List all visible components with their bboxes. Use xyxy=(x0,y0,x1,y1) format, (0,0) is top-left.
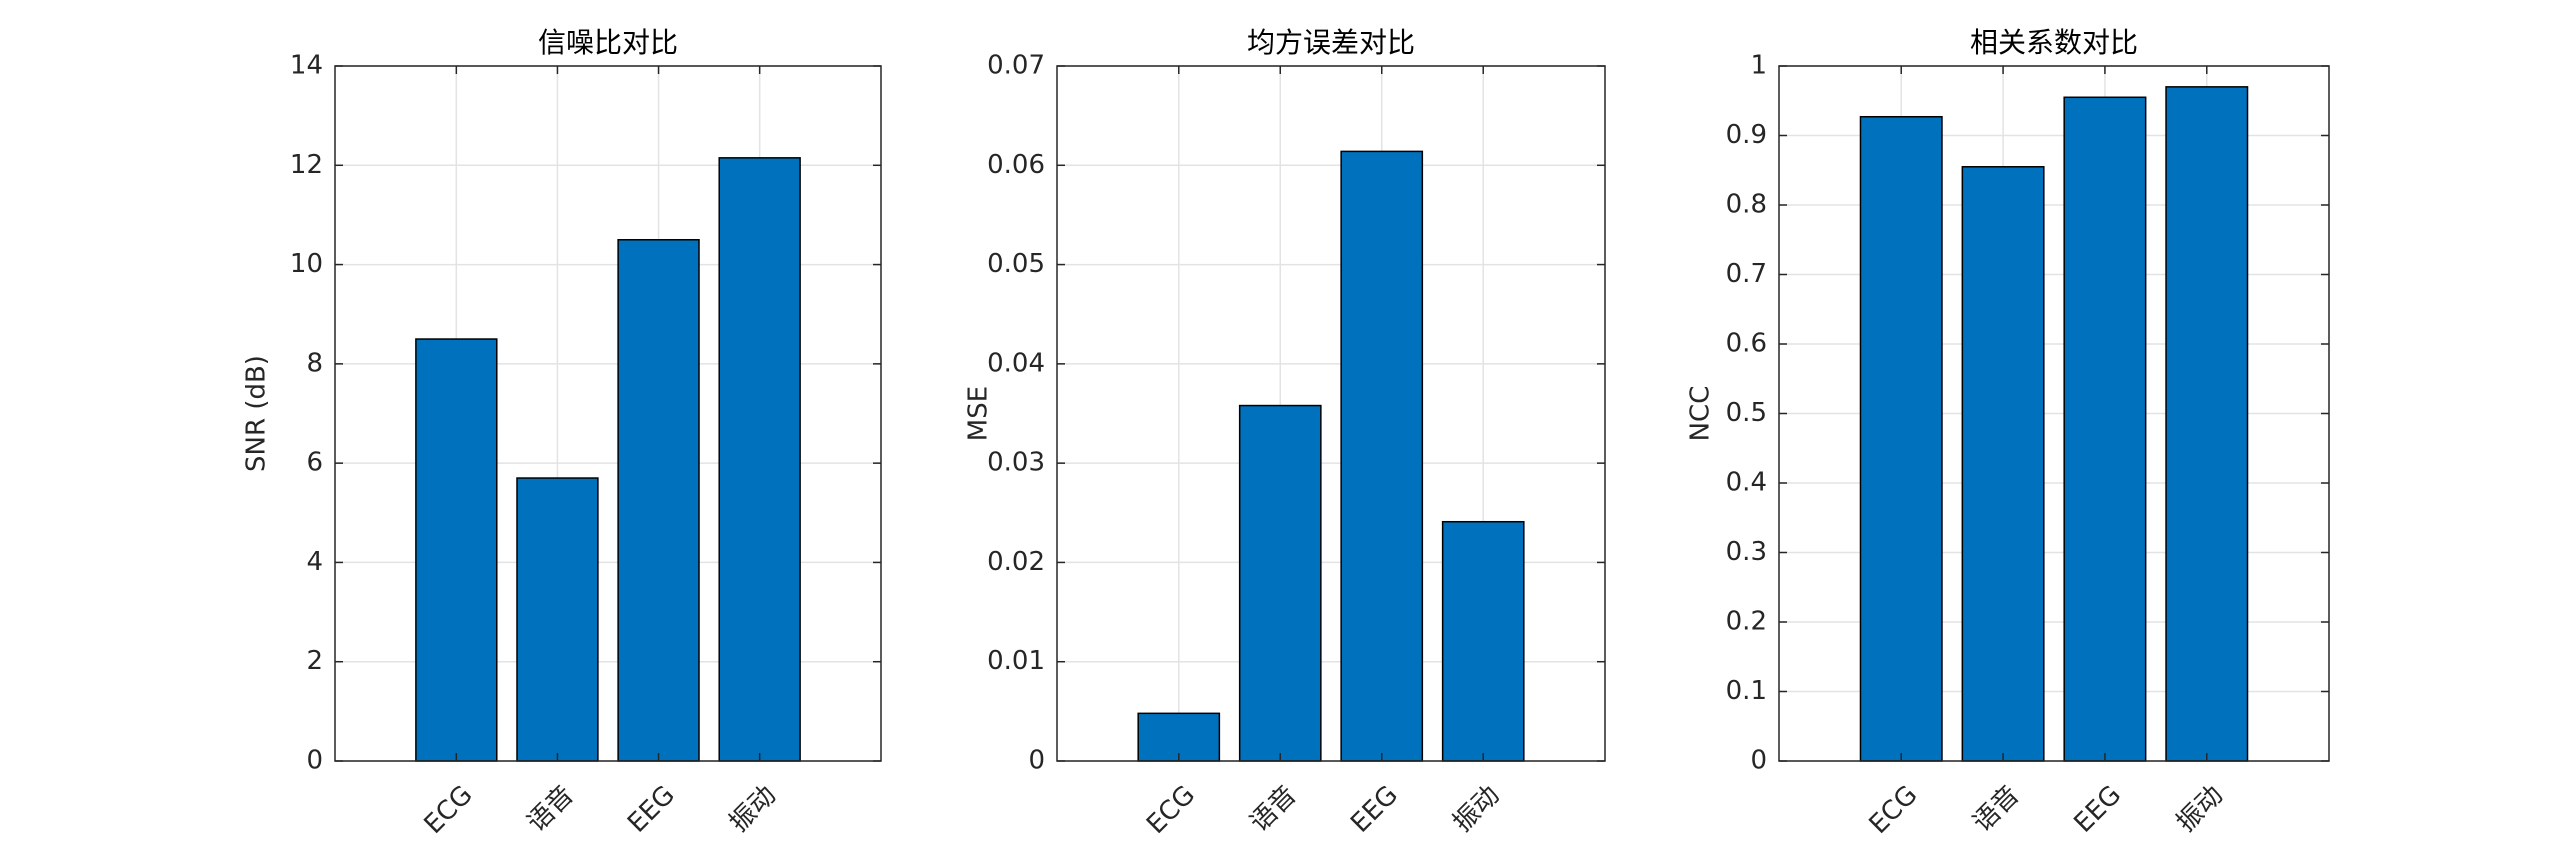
x-tick-label: 振动 xyxy=(2171,780,2229,838)
x-tick-label: EEG xyxy=(1345,780,1404,839)
x-tick-label: ECG xyxy=(419,780,479,840)
bar xyxy=(718,157,801,762)
bar xyxy=(1340,150,1424,762)
y-tick-label: 14 xyxy=(290,51,323,81)
x-tick-label: 振动 xyxy=(1447,780,1505,838)
x-tick-label: ECG xyxy=(1864,780,1924,840)
bar xyxy=(1859,115,1943,762)
y-tick-label: 0 xyxy=(1028,746,1045,776)
y-tick-label: 0.9 xyxy=(1726,120,1767,150)
y-axis-label: MSE xyxy=(964,386,994,441)
x-tick-label: 语音 xyxy=(522,780,580,838)
y-tick-label: 0 xyxy=(306,746,323,776)
y-tick-label: 6 xyxy=(306,448,323,478)
bar xyxy=(1441,520,1525,762)
bar xyxy=(2165,86,2249,762)
y-tick-label: 0.01 xyxy=(987,646,1045,676)
y-tick-label: 4 xyxy=(306,547,323,577)
y-tick-label: 0.05 xyxy=(987,249,1045,279)
x-tick-label: ECG xyxy=(1141,780,1201,840)
y-tick-label: 1 xyxy=(1750,51,1767,81)
y-tick-label: 2 xyxy=(306,646,323,676)
y-tick-label: 0.06 xyxy=(987,150,1045,180)
y-tick-label: 0.8 xyxy=(1726,190,1767,220)
bar xyxy=(2063,96,2147,762)
y-tick-label: 0.03 xyxy=(987,448,1045,478)
y-tick-label: 0.7 xyxy=(1726,259,1767,289)
x-tick-label: 语音 xyxy=(1967,780,2025,838)
y-tick-label: 12 xyxy=(290,150,323,180)
axes-box xyxy=(1056,65,1606,762)
y-tick-label: 0.07 xyxy=(987,51,1045,81)
bar xyxy=(415,338,498,762)
y-tick-label: 0.1 xyxy=(1726,676,1767,706)
y-tick-label: 8 xyxy=(306,348,323,378)
x-tick-label: EEG xyxy=(2068,780,2127,839)
y-axis-label: SNR (dB) xyxy=(242,355,272,472)
y-tick-label: 0 xyxy=(1750,746,1767,776)
y-tick-label: 0.04 xyxy=(987,348,1045,378)
bar xyxy=(516,477,599,762)
y-tick-label: 0.2 xyxy=(1726,607,1767,637)
bar xyxy=(1238,404,1322,762)
x-tick-label: EEG xyxy=(622,780,681,839)
x-tick-label: 语音 xyxy=(1245,780,1303,838)
x-tick-label: 振动 xyxy=(724,780,782,838)
bar xyxy=(1961,166,2045,762)
y-tick-label: 0.02 xyxy=(987,547,1045,577)
axes-box xyxy=(334,65,882,762)
y-tick-label: 0.5 xyxy=(1726,398,1767,428)
y-tick-label: 0.3 xyxy=(1726,537,1767,567)
y-tick-label: 10 xyxy=(290,249,323,279)
y-tick-label: 0.4 xyxy=(1726,468,1767,498)
chart-title: 相关系数对比 xyxy=(1970,26,2138,59)
y-axis-label: NCC xyxy=(1686,386,1716,442)
y-tick-label: 0.6 xyxy=(1726,329,1767,359)
chart-title: 均方误差对比 xyxy=(1247,26,1415,59)
chart-title: 信噪比对比 xyxy=(538,26,678,59)
bar xyxy=(617,239,700,762)
